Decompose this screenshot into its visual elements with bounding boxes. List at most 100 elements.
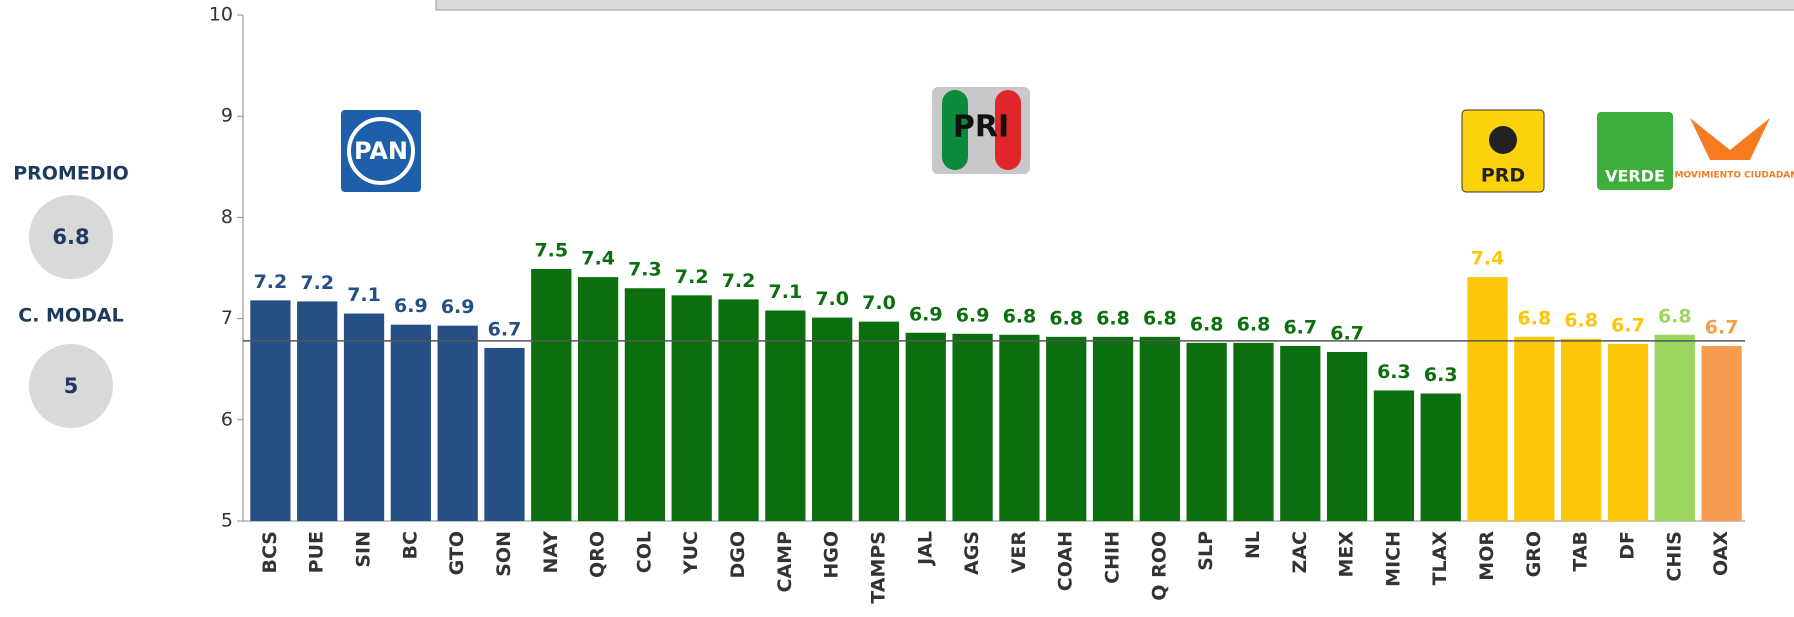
pan-logo-ring: [347, 117, 415, 185]
prd-logo-text: PRD: [1481, 165, 1525, 187]
value-label: 7.0: [815, 288, 849, 310]
value-label: 6.8: [1003, 305, 1037, 327]
y-tick-label: 7: [221, 307, 233, 329]
x-tick-label: MICH: [1382, 531, 1404, 587]
bar: [905, 332, 946, 521]
bar: [250, 300, 291, 521]
bar: [1373, 390, 1415, 521]
x-tick-label: GRO: [1523, 531, 1545, 577]
x-tick-label: TLAX: [1429, 531, 1451, 586]
x-tick-label: GTO: [446, 531, 468, 575]
value-label: 6.8: [1518, 307, 1552, 329]
x-tick-label: TAB: [1570, 531, 1592, 572]
value-label: 7.2: [300, 272, 334, 294]
mode-value: 5: [64, 374, 79, 398]
value-label: 6.9: [909, 303, 943, 325]
value-label: 6.7: [1705, 316, 1739, 338]
x-tick-label: DGO: [727, 531, 749, 579]
value-label: 6.8: [1096, 307, 1130, 329]
prd-logo-sun: [1489, 126, 1517, 154]
value-label: 6.8: [1564, 309, 1598, 331]
pri-logo-text: PRI: [953, 110, 1009, 145]
x-tick-label: SIN: [353, 531, 375, 568]
bar: [1420, 393, 1461, 521]
value-label: 6.9: [441, 296, 475, 318]
bar: [1233, 342, 1274, 521]
x-tick-label: SLP: [1195, 531, 1217, 571]
x-tick-label: SON: [493, 531, 515, 577]
bar: [624, 288, 666, 521]
value-label: 6.7: [488, 318, 522, 340]
x-tick-label: CHIH: [1102, 531, 1124, 584]
bar: [952, 333, 993, 521]
y-tick-label: 5: [221, 510, 233, 532]
x-tick-label: BCS: [259, 531, 281, 573]
x-tick-label: QRO: [587, 531, 609, 578]
x-tick-label: ZAC: [1289, 531, 1311, 573]
bar: [390, 324, 431, 521]
value-label: 6.7: [1330, 322, 1364, 344]
x-tick-label: AGS: [961, 531, 983, 575]
bar: [531, 269, 572, 521]
bar: [1092, 336, 1134, 521]
mc-logo: [1690, 118, 1770, 160]
bar: [671, 295, 712, 521]
pan-logo: [341, 110, 421, 192]
mode-label: C. MODAL: [18, 305, 123, 327]
mode-circle: [29, 344, 113, 428]
bar: [343, 313, 385, 521]
value-label: 7.5: [534, 240, 568, 262]
y-tick-label: 10: [209, 4, 233, 26]
value-label: 6.8: [1049, 307, 1083, 329]
x-tick-label: CAMP: [774, 531, 796, 593]
bar: [718, 299, 759, 521]
x-tick-label: NL: [1242, 531, 1264, 559]
bar: [1186, 342, 1227, 521]
x-tick-label: NAY: [540, 531, 562, 574]
bar: [484, 347, 525, 521]
top-banner: [435, 0, 1794, 11]
value-label: 6.3: [1377, 361, 1411, 383]
value-label: 7.4: [581, 248, 615, 270]
bar: [1280, 345, 1321, 521]
verde-logo-text: VERDE: [1605, 167, 1665, 186]
x-tick-label: TAMPS: [867, 531, 889, 604]
x-tick-label: CHIS: [1663, 531, 1685, 582]
x-tick-label: JAL: [914, 531, 936, 567]
value-label: 7.3: [628, 259, 662, 281]
value-label: 6.9: [956, 304, 990, 326]
value-label: 7.1: [347, 284, 381, 306]
y-tick-label: 9: [221, 105, 233, 127]
x-tick-label: MEX: [1336, 531, 1358, 578]
bar: [1139, 336, 1180, 521]
x-tick-label: DF: [1616, 531, 1638, 560]
bar: [437, 325, 478, 521]
bar: [1654, 334, 1695, 521]
bar: [1561, 338, 1602, 521]
x-tick-label: VER: [1008, 531, 1030, 574]
mean-circle: [29, 195, 113, 279]
x-tick-label: COL: [633, 531, 655, 573]
value-label: 7.2: [254, 271, 288, 293]
x-tick-label: Q ROO: [1148, 531, 1170, 601]
value-label: 7.0: [862, 292, 896, 314]
x-tick-label: HGO: [821, 531, 843, 579]
mean-value: 6.8: [52, 225, 89, 249]
value-label: 6.8: [1658, 305, 1692, 327]
y-tick-label: 6: [221, 408, 233, 430]
value-label: 6.8: [1237, 313, 1271, 335]
x-tick-label: MOR: [1476, 531, 1498, 581]
bar: [1326, 351, 1368, 521]
value-label: 7.4: [1471, 248, 1505, 270]
bar: [812, 317, 853, 521]
value-label: 6.7: [1611, 314, 1645, 336]
bar: [297, 301, 338, 521]
bar: [1607, 343, 1649, 521]
bar: [1046, 336, 1087, 521]
pri-logo-green: [942, 90, 968, 170]
bar: [1701, 345, 1742, 521]
value-label: 6.3: [1424, 364, 1458, 386]
bar: [1514, 336, 1555, 521]
bar: [999, 334, 1040, 521]
value-label: 6.7: [1283, 316, 1317, 338]
